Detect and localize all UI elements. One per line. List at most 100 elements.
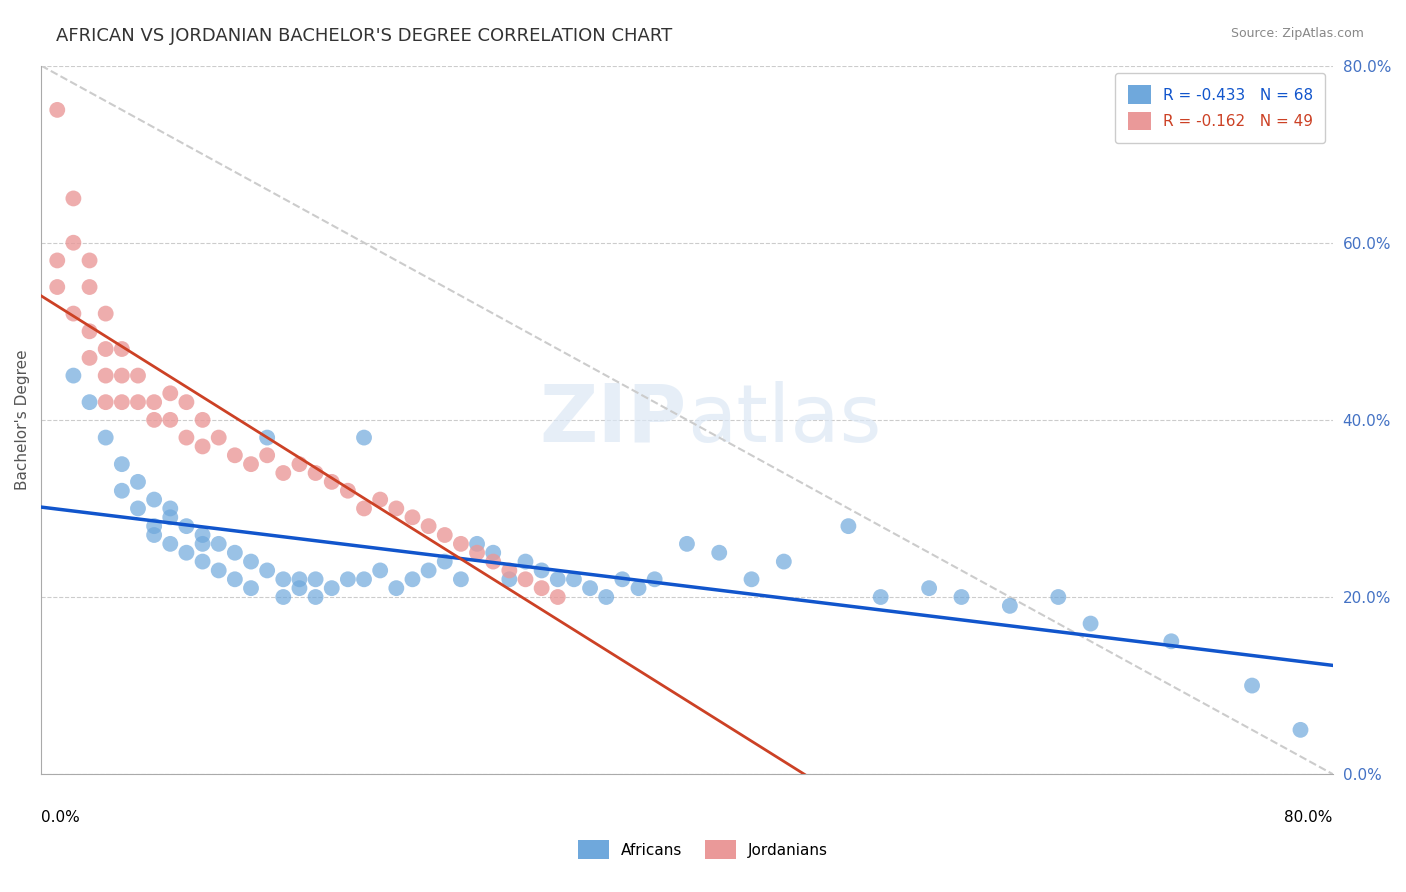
Point: [950, 590, 973, 604]
Point: [62, 235, 84, 250]
Point: [1160, 634, 1182, 648]
Point: [143, 519, 166, 533]
Point: [143, 528, 166, 542]
Point: [79, 324, 101, 338]
Point: [143, 492, 166, 507]
Point: [482, 555, 505, 569]
Point: [127, 368, 149, 383]
Point: [240, 457, 263, 471]
Point: [837, 519, 859, 533]
Text: atlas: atlas: [688, 381, 882, 458]
Point: [515, 572, 537, 586]
Point: [547, 572, 569, 586]
Point: [288, 572, 311, 586]
Point: [304, 572, 326, 586]
Point: [998, 599, 1021, 613]
Text: AFRICAN VS JORDANIAN BACHELOR'S DEGREE CORRELATION CHART: AFRICAN VS JORDANIAN BACHELOR'S DEGREE C…: [56, 27, 672, 45]
Point: [191, 413, 214, 427]
Point: [304, 466, 326, 480]
Point: [62, 368, 84, 383]
Point: [321, 581, 343, 595]
Point: [353, 431, 375, 445]
Point: [224, 448, 246, 462]
Point: [79, 395, 101, 409]
Point: [111, 457, 134, 471]
Point: [224, 546, 246, 560]
Point: [208, 537, 231, 551]
Point: [433, 528, 456, 542]
Point: [143, 395, 166, 409]
Point: [271, 572, 294, 586]
Point: [368, 563, 391, 577]
Point: [353, 572, 375, 586]
Point: [224, 572, 246, 586]
Point: [368, 492, 391, 507]
Point: [530, 563, 553, 577]
Point: [498, 563, 520, 577]
Point: [353, 501, 375, 516]
Point: [401, 510, 423, 524]
Point: [159, 413, 181, 427]
Point: [62, 307, 84, 321]
Point: [127, 475, 149, 489]
Point: [579, 581, 602, 595]
Point: [482, 546, 505, 560]
Point: [256, 563, 278, 577]
Point: [208, 563, 231, 577]
Point: [191, 555, 214, 569]
Point: [191, 528, 214, 542]
Y-axis label: Bachelor's Degree: Bachelor's Degree: [15, 350, 30, 491]
Point: [271, 590, 294, 604]
Point: [450, 572, 472, 586]
Point: [256, 448, 278, 462]
Point: [562, 572, 585, 586]
Point: [176, 431, 198, 445]
Point: [79, 253, 101, 268]
Point: [46, 253, 69, 268]
Point: [176, 395, 198, 409]
Legend: Africans, Jordanians: Africans, Jordanians: [571, 832, 835, 866]
Point: [271, 466, 294, 480]
Point: [191, 439, 214, 453]
Point: [772, 555, 794, 569]
Point: [465, 546, 488, 560]
Point: [304, 590, 326, 604]
Point: [741, 572, 763, 586]
Point: [288, 457, 311, 471]
Point: [321, 475, 343, 489]
Point: [46, 103, 69, 117]
Point: [498, 572, 520, 586]
Text: Source: ZipAtlas.com: Source: ZipAtlas.com: [1230, 27, 1364, 40]
Point: [62, 191, 84, 205]
Point: [418, 519, 440, 533]
Point: [1241, 679, 1264, 693]
Point: [595, 590, 617, 604]
Point: [385, 501, 408, 516]
Point: [111, 483, 134, 498]
Point: [127, 395, 149, 409]
Text: ZIP: ZIP: [540, 381, 688, 458]
Point: [159, 501, 181, 516]
Text: 80.0%: 80.0%: [1285, 810, 1333, 824]
Point: [191, 537, 214, 551]
Point: [79, 280, 101, 294]
Text: 0.0%: 0.0%: [41, 810, 80, 824]
Point: [709, 546, 731, 560]
Point: [1047, 590, 1070, 604]
Point: [159, 510, 181, 524]
Point: [94, 342, 117, 356]
Point: [111, 395, 134, 409]
Point: [515, 555, 537, 569]
Point: [46, 280, 69, 294]
Point: [465, 537, 488, 551]
Point: [94, 368, 117, 383]
Point: [176, 519, 198, 533]
Point: [547, 590, 569, 604]
Point: [176, 546, 198, 560]
Point: [240, 581, 263, 595]
Point: [336, 572, 359, 586]
Point: [143, 413, 166, 427]
Point: [111, 342, 134, 356]
Point: [288, 581, 311, 595]
Point: [418, 563, 440, 577]
